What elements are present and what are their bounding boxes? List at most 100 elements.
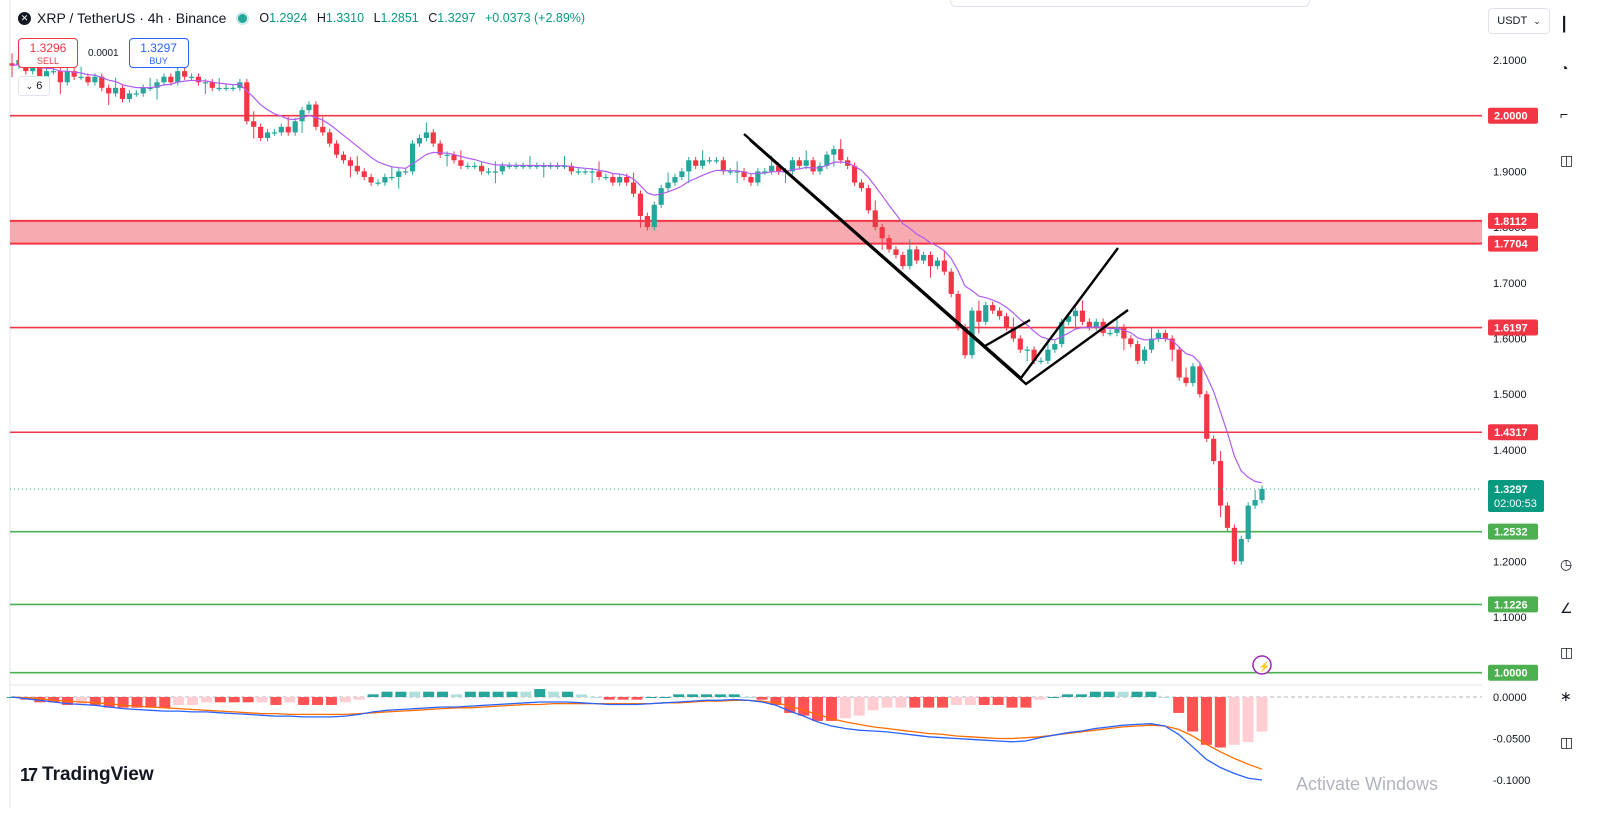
candle-108 (755, 168, 761, 186)
candle-body-114 (796, 160, 802, 166)
level-label-5-bg (1488, 664, 1538, 681)
data-window-icon[interactable]: ⌐ (1560, 106, 1569, 122)
candle-106 (741, 168, 747, 181)
alert-icon[interactable]: ◔ (1560, 60, 1569, 76)
macd-histogram-bar-61 (853, 697, 865, 716)
macd-histogram-bar-54 (756, 697, 768, 700)
macd-histogram-bar-77 (1075, 694, 1087, 697)
candle-body-92 (644, 215, 650, 228)
candle-162 (1128, 335, 1134, 348)
candle-34 (244, 78, 250, 125)
candle-body-135 (941, 260, 947, 272)
candle-body-144 (1003, 316, 1010, 328)
event-marker-glyph: ⚡ (1258, 660, 1270, 673)
candle-body-56 (396, 171, 402, 177)
candle-body-138 (962, 327, 968, 356)
clock-icon[interactable]: ◷ (1560, 556, 1573, 572)
candle-body-148 (1031, 349, 1037, 361)
macd-histogram-bar-51 (714, 694, 726, 697)
candle-171 (1190, 363, 1196, 387)
candle-31 (223, 84, 229, 92)
candle-107 (748, 173, 754, 186)
candle-body-173 (1204, 394, 1210, 439)
tradingview-logo[interactable]: 17 TradingView (20, 764, 154, 785)
candle-94 (658, 184, 664, 209)
chat-icon[interactable]: ◫ (1560, 152, 1574, 168)
candle-body-64 (451, 154, 457, 161)
candle-body-117 (817, 165, 823, 172)
candle-92 (644, 212, 650, 231)
candle-84 (589, 168, 595, 184)
candle-body-75 (527, 165, 533, 168)
candle-95 (665, 172, 671, 192)
candle-139 (969, 307, 975, 359)
candle-66 (465, 162, 471, 170)
candle-141 (983, 301, 989, 326)
macd-histogram-bar-73 (1020, 697, 1032, 708)
candle-131 (914, 246, 920, 264)
sell-button[interactable]: 1.3296 SELL (18, 38, 78, 68)
candle-82 (575, 168, 581, 175)
candle-body-84 (589, 171, 595, 173)
candle-body-168 (1169, 338, 1175, 350)
macd-histogram-bar-80 (1117, 691, 1129, 697)
right-toolbar: ┃ ◔ ⌐ ◫ ◷ ∠ ◫ ∗ ◫ (1552, 0, 1604, 808)
candle-body-108 (755, 171, 761, 183)
candle-body-119 (831, 149, 837, 155)
zone-top-label: 1.8112 (1494, 216, 1527, 228)
candle-63 (444, 151, 450, 167)
candle-173 (1204, 390, 1210, 443)
candle-body-116 (810, 160, 816, 172)
settings-icon[interactable]: ∗ (1560, 688, 1572, 704)
candle-43 (306, 101, 312, 114)
candle-67 (472, 162, 478, 170)
macd-histogram-bar-7 (103, 697, 115, 708)
buy-button[interactable]: 1.3297 BUY (128, 38, 189, 68)
candle-175 (1217, 451, 1224, 518)
macd-histogram-bar-5 (75, 697, 87, 705)
macd-histogram-bar-14 (200, 697, 212, 703)
candle-93 (651, 201, 657, 231)
candle-88 (617, 173, 623, 186)
indicators-collapse-button[interactable]: ⌄ 6 (18, 76, 50, 96)
top-toolbar-tab[interactable] (950, 0, 1310, 7)
candle-62 (437, 140, 443, 159)
candle-body-67 (472, 165, 478, 168)
candle-body-62 (437, 143, 443, 155)
resistance-zone (10, 220, 1482, 244)
candle-body-136 (948, 271, 954, 294)
level-label-1: 1.6197 (1494, 323, 1528, 335)
drawing-tool-icon[interactable]: ┃ (1560, 16, 1569, 32)
notification-icon[interactable]: ∠ (1560, 600, 1573, 616)
help-icon[interactable]: ◫ (1560, 644, 1574, 660)
candle-body-171 (1190, 366, 1196, 384)
candle-body-101 (706, 160, 713, 162)
candle-168 (1169, 335, 1175, 362)
candle-body-127 (886, 238, 892, 250)
ema-line (11, 63, 1263, 484)
price-tick-5: 1.5000 (1493, 389, 1527, 401)
candle-body-161 (1121, 327, 1127, 339)
candle-8 (64, 67, 70, 86)
candle-body-7 (57, 71, 63, 83)
candle-body-131 (914, 249, 920, 261)
candle-body-8 (64, 71, 70, 83)
candle-body-57 (403, 171, 409, 173)
candle-body-72 (506, 165, 512, 168)
candle-53 (375, 179, 381, 186)
candle-body-157 (1093, 321, 1099, 328)
symbol-title[interactable]: XRP / TetherUS · 4h · Binance (37, 10, 227, 26)
macd-histogram-bar-8 (117, 697, 129, 708)
candle-24 (175, 67, 181, 86)
candle-body-141 (983, 305, 989, 322)
layout-icon[interactable]: ◫ (1560, 734, 1574, 750)
currency-selector[interactable]: USDT ⌄ (1488, 8, 1550, 34)
macd-histogram-bar-22 (312, 697, 324, 705)
candle-56 (396, 168, 402, 189)
countdown-tag: 02:00:53 (1494, 498, 1537, 510)
candle-123 (858, 179, 865, 192)
candle-body-94 (658, 188, 664, 205)
level-label-4: 1.1226 (1494, 599, 1528, 611)
